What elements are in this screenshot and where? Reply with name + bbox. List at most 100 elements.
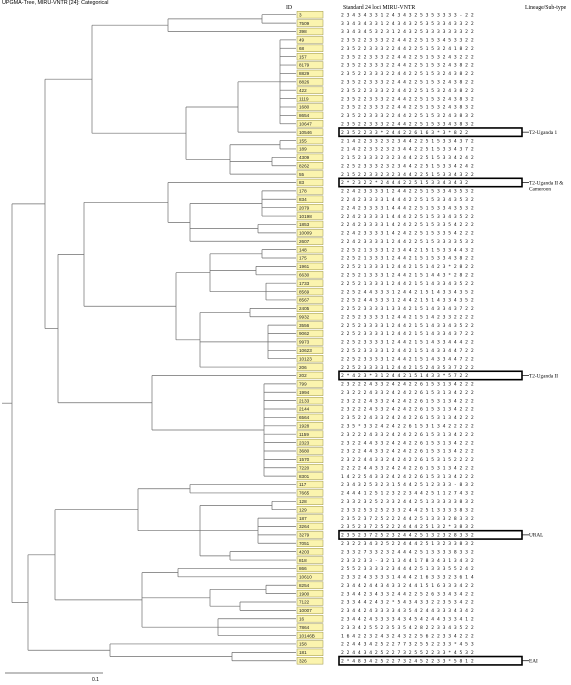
miru-profile: 2 1 4 2 2 3 3 2 3 2 3 4 4 2 2 5 1 5 3 3 …	[341, 147, 474, 153]
miru-profile: 2 3 5 2 2 3 3 3 2 2 4 4 2 2 5 1 5 3 2 4 …	[341, 96, 474, 102]
isolate-id-box	[296, 338, 324, 346]
isolate-id: 68	[299, 46, 305, 51]
isolate-id-box	[296, 430, 324, 438]
miru-profile: 2 2 4 4 3 4 2 5 2 2 7 7 3 2 5 5 2 2 3 3 …	[341, 642, 474, 648]
isolate-id: 9062	[299, 331, 310, 336]
isolate-id-box	[296, 581, 324, 589]
isolate-id-box	[296, 321, 324, 329]
tree-title: UPGMA-Tree, MIRU-VNTR [24]: Categorical	[2, 0, 109, 6]
miru-profile: 2 2 4 2 3 3 3 3 1 2 4 4 2 2 5 1 5 3 3 3 …	[341, 239, 474, 245]
miru-profile: 2 2 5 2 3 3 3 3 1 2 4 4 2 1 5 1 4 3 3 4 …	[341, 340, 474, 346]
isolate-id-box	[296, 539, 324, 547]
miru-profile: 2 3 4 4 2 4 3 3 3 3 4 3 5 4 2 4 4 3 3 3 …	[341, 608, 474, 614]
isolate-id-box	[296, 556, 324, 564]
miru-profile: 2 3 5 2 3 7 2 5 2 2 2 4 4 4 2 5 1 3 2 * …	[341, 524, 474, 530]
isolate-id: 117	[299, 482, 307, 487]
miru-profile: 2 2 5 2 3 3 3 3 1 2 4 4 2 1 5 1 4 3 3 4 …	[341, 356, 474, 362]
miru-profile: 2 2 5 2 1 3 3 3 1 2 4 4 2 1 5 1 5 3 3 4 …	[341, 256, 474, 262]
miru-profile: 2 3 3 4 4 2 4 3 2 * 5 4 3 4 3 3 2 2 3 5 …	[341, 600, 474, 606]
lineage-label: URAL	[529, 533, 543, 539]
isolate-id-box	[296, 657, 324, 665]
lineage-label: T2-Uganda 1	[529, 130, 557, 136]
isolate-id: 8254	[299, 583, 310, 588]
isolate-id-box	[296, 162, 324, 170]
isolate-id: 189	[299, 147, 307, 152]
isolate-id: 1680	[299, 105, 310, 110]
isolate-id-box	[296, 145, 324, 153]
miru-profile: 2 3 5 * 3 3 2 4 2 4 2 2 6 1 5 3 1 3 4 2 …	[341, 424, 474, 430]
miru-profile: 2 3 5 2 2 3 3 3 2 2 4 4 2 2 5 1 5 3 2 4 …	[341, 80, 474, 86]
isolate-id: 1853	[299, 222, 310, 227]
isolate-id: 187	[299, 516, 307, 521]
isolate-id: 3680	[299, 449, 310, 454]
isolate-id-box	[296, 53, 324, 61]
miru-profile: 3 3 4 3 4 5 3 2 3 1 2 4 3 2 5 3 3 3 3 3 …	[341, 29, 474, 35]
miru-profile: 1 4 2 2 5 4 3 3 2 4 2 4 2 2 6 1 5 3 1 3 …	[341, 474, 474, 480]
isolate-id-box	[296, 413, 324, 422]
lineage-highlights: T2-Uganda 1 T2-Uganda II & Cameroon T2-Ugan…	[338, 127, 564, 666]
miru-profile: 3 3 4 3 4 3 3 1 2 4 3 4 3 2 5 3 5 3 3 4 …	[341, 21, 474, 27]
isolate-id: 1900	[299, 591, 310, 596]
isolate-id-box	[296, 615, 324, 623]
isolate-id-box	[296, 380, 324, 388]
miru-profile: 2 2 5 2 3 3 3 3 1 2 4 4 2 1 5 1 4 2 3 3 …	[341, 314, 474, 320]
isolate-id: 9932	[299, 314, 310, 319]
isolate-id: 7122	[299, 600, 310, 605]
isolate-id-box	[296, 447, 324, 455]
isolate-id-box	[296, 396, 324, 405]
miru-profile: 2 2 5 2 1 3 3 3 1 2 4 4 2 1 5 1 4 2 3 * …	[341, 264, 474, 270]
miru-profile: 2 3 5 2 2 3 3 3 2 2 4 4 2 2 5 1 5 3 2 4 …	[341, 46, 474, 52]
isolate-id-box	[296, 178, 324, 187]
miru-profile: 2 2 5 2 3 3 3 3 1 2 4 4 2 1 5 1 4 3 3 4 …	[341, 323, 474, 329]
miru-profile-column: 2 3 4 3 4 3 3 1 2 4 3 4 3 2 5 3 5 3 3 3 …	[341, 12, 474, 664]
miru-profile: 2 3 5 2 3 7 2 5 2 3 2 4 4 2 5 1 3 2 3 2 …	[341, 533, 474, 539]
isolate-id-box	[296, 170, 324, 178]
isolate-id-box	[296, 195, 324, 203]
miru-profile: 2 * 4 8 3 4 2 5 2 2 7 3 2 4 5 2 2 3 3 * …	[341, 658, 474, 664]
isolate-id: 206	[299, 365, 307, 370]
isolate-id: 6564	[299, 415, 310, 420]
isolate-id-box	[296, 262, 324, 271]
isolate-id-box	[296, 204, 324, 212]
isolate-id-box	[296, 329, 324, 338]
isolate-id: 10647	[299, 121, 312, 126]
isolate-id-box	[296, 103, 324, 111]
isolate-id: 8567	[299, 298, 310, 303]
miru-profile: 2 2 5 2 3 3 3 3 1 2 4 4 2 1 5 1 4 3 3 4 …	[341, 348, 474, 354]
isolate-id-box	[296, 254, 324, 262]
miru-profile: 2 1 5 2 3 3 3 2 3 2 3 4 4 2 2 5 1 5 3 3 …	[341, 155, 474, 161]
isolate-id-box	[296, 480, 324, 489]
lineage-label: T2-Uganda II	[529, 373, 558, 379]
isolate-id: 10198	[299, 214, 312, 219]
miru-profile: 2 3 2 2 2 4 3 3 2 4 2 4 2 2 6 1 5 3 1 3 …	[341, 398, 474, 404]
miru-profile: 2 1 4 2 2 3 3 2 3 2 3 4 4 2 2 5 1 5 3 3 …	[341, 138, 474, 144]
miru-profile: 2 3 3 2 3 3 - 3 2 1 3 4 4 1 7 8 3 4 3 1 …	[341, 558, 474, 564]
isolate-id: 10009	[299, 231, 312, 236]
isolate-id-box	[296, 27, 324, 36]
isolate-id-box	[296, 640, 324, 648]
isolate-id: 8829	[299, 71, 310, 76]
profile-column-header: Standard 24 loci MIRU-VNTR	[343, 5, 416, 11]
miru-profile: 2 2 4 2 3 3 3 3 1 4 4 4 2 2 5 1 5 3 3 4 …	[341, 214, 474, 220]
isolate-id: 2133	[299, 398, 310, 403]
isolate-id: 8569	[299, 289, 310, 294]
isolate-id-box	[296, 19, 324, 27]
lineage-label: T2-Uganda II & Cameroon	[529, 180, 564, 192]
isolate-id-box	[296, 94, 324, 103]
isolate-id: 10546	[299, 130, 312, 135]
isolate-id-box	[296, 212, 324, 220]
miru-profile: 2 3 4 4 2 4 3 3 3 3 4 3 4 5 4 2 4 4 3 3 …	[341, 616, 474, 622]
miru-profile: 2 3 5 2 2 3 3 * 2 4 4 2 2 6 1 6 3 * 3 * …	[341, 130, 468, 136]
isolate-id: 158	[299, 642, 307, 647]
miru-profile: 2 3 5 2 2 3 3 3 2 2 4 4 2 2 5 1 5 3 2 4 …	[341, 63, 474, 69]
isolate-id-box	[296, 128, 324, 136]
isolate-id: 148	[299, 247, 307, 252]
miru-profile: 2 4 4 4 1 2 5 1 2 3 2 2 3 4 4 2 5 1 1 2 …	[341, 491, 474, 497]
isolate-id: 3	[299, 12, 302, 17]
isolate-id: 8262	[299, 163, 310, 168]
isolate-id-box	[296, 589, 324, 598]
miru-profile: 2 2 5 2 3 3 3 3 1 2 4 4 2 1 5 1 4 3 3 4 …	[341, 331, 474, 337]
isolate-id-box	[296, 69, 324, 78]
isolate-id: 1961	[299, 264, 310, 269]
isolate-id: 155	[299, 138, 307, 143]
